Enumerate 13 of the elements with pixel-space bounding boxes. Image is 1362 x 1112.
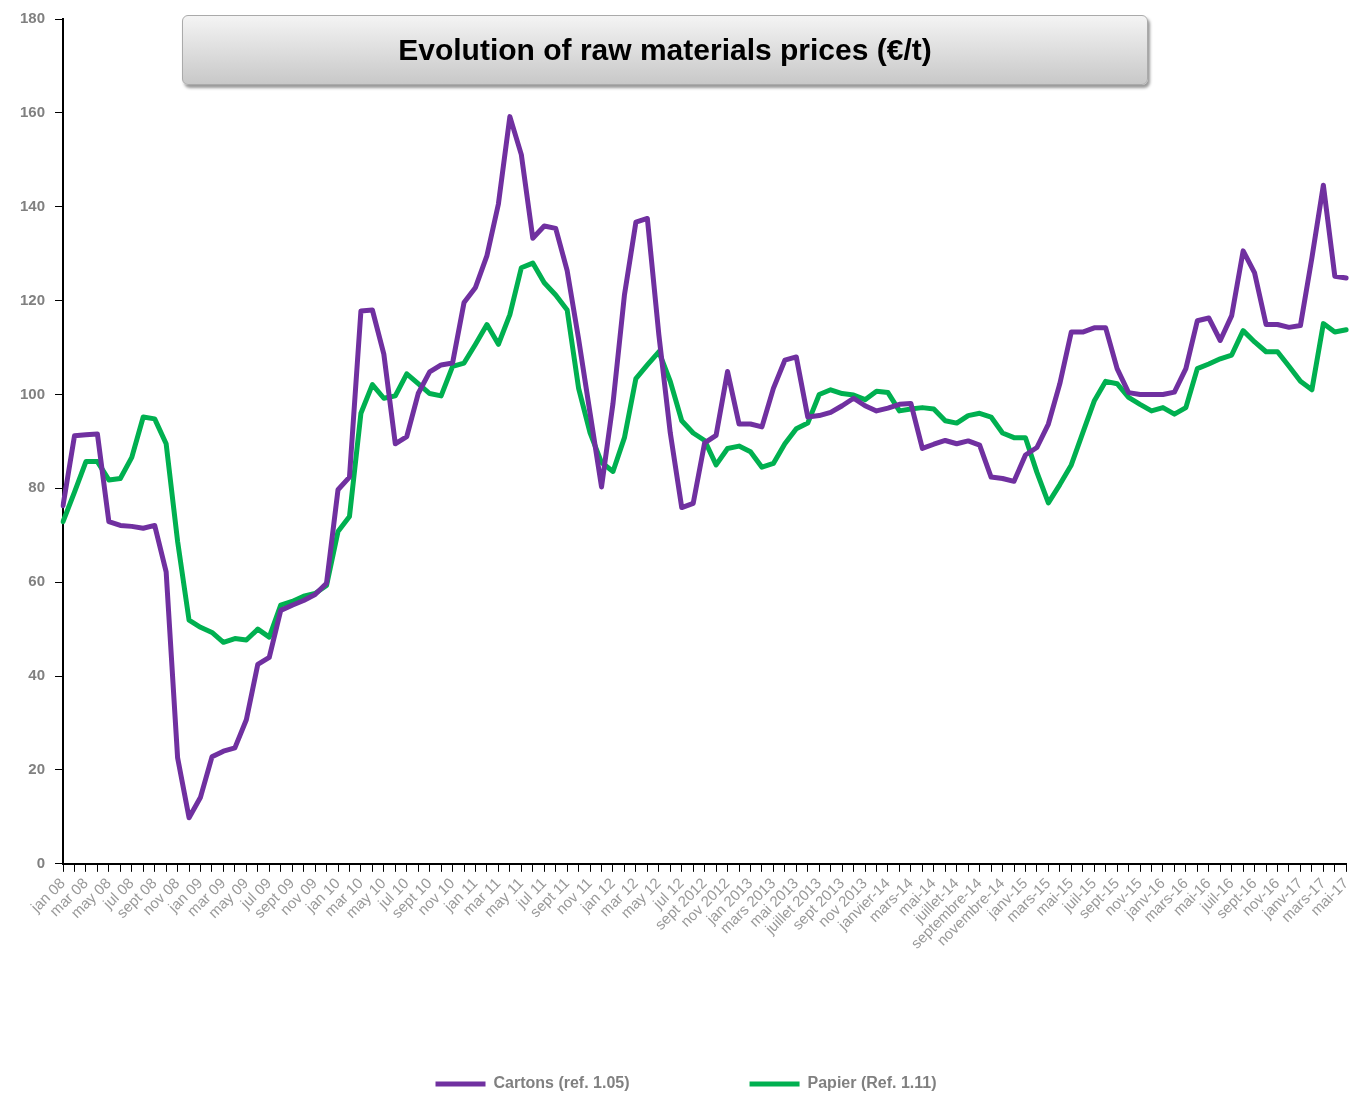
y-tick-label: 180: [20, 9, 46, 27]
y-tick-label: 100: [20, 384, 46, 402]
y-tick-label: 0: [36, 853, 46, 871]
y-tick-label: 120: [20, 290, 46, 308]
y-tick-label: 160: [20, 103, 46, 121]
y-tick-label: 80: [28, 478, 46, 496]
legend-label: Papier (Ref. 1.11): [807, 1074, 937, 1092]
legend-label: Cartons (ref. 1.05): [493, 1074, 630, 1092]
y-tick-label: 60: [28, 572, 46, 590]
y-tick-label: 140: [20, 196, 46, 214]
y-tick-label: 20: [28, 760, 46, 778]
y-tick-label: 40: [28, 666, 46, 684]
text: Evolution of raw materials prices (€/t): [398, 33, 932, 67]
